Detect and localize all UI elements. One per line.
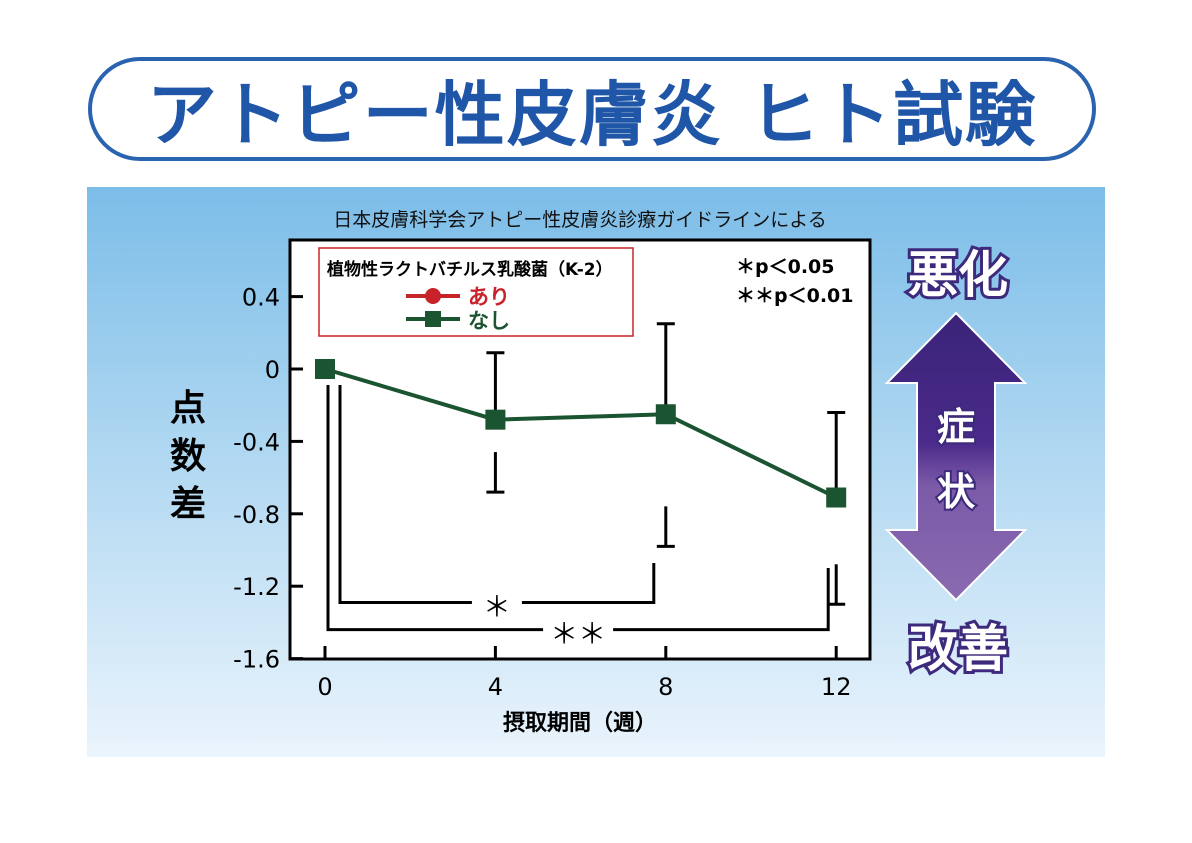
page-title: アトピー性皮膚炎 ヒト試験 [146, 73, 1038, 156]
title-banner: アトピー性皮膚炎 ヒト試験 [88, 57, 1096, 161]
y-tick-label: -1.2 [233, 573, 280, 601]
significance-label: ＊ [483, 590, 511, 623]
legend-marker-square [425, 311, 441, 327]
data-point [485, 409, 506, 430]
y-tick-label: -1.6 [233, 646, 280, 674]
bracket-gap [543, 617, 614, 642]
x-tick-label: 0 [317, 673, 332, 701]
x-tick-label: 8 [658, 673, 673, 701]
y-tick-label: -0.4 [233, 428, 280, 456]
legend-title: 植物性ラクトバチルス乳酸菌（K-2） [327, 259, 613, 280]
annotation: ＊＊p＜0.01 [736, 285, 853, 307]
annotation: ＊p＜0.05 [736, 256, 834, 278]
significance-label: ＊＊ [550, 618, 606, 651]
series-line [324, 367, 838, 500]
symptom-label-char: 症 [937, 405, 975, 449]
y-label-char: 差 [170, 484, 206, 525]
data-point [826, 487, 847, 508]
legend-marker-circle [425, 288, 441, 304]
y-tick-label: 0 [265, 356, 280, 384]
data-point [315, 359, 335, 379]
y-tick-label: -0.8 [233, 501, 280, 529]
better-label: 改善 [908, 620, 1008, 678]
x-axis-label: 摂取期間（週） [503, 710, 657, 736]
worse-label: 悪化 [908, 246, 1008, 304]
bracket-gap [471, 590, 522, 615]
legend-label: あり [468, 285, 510, 309]
y-label-char: 数 [170, 436, 206, 477]
symptom-label-char: 状 [937, 470, 976, 514]
legend: 植物性ラクトバチルス乳酸菌（K-2） あり なし [318, 247, 634, 337]
y-axis-label: 点 数 差 [170, 388, 206, 525]
x-tick-label: 4 [488, 673, 503, 701]
data-point [655, 404, 676, 425]
x-tick-label: 12 [821, 673, 852, 701]
legend-label: なし [468, 309, 510, 333]
chart-title: 日本皮膚科学会アトピー性皮膚炎診療ガイドラインによる [333, 209, 826, 231]
y-tick-label: 0.4 [242, 284, 280, 312]
y-label-char: 点 [170, 388, 206, 429]
symptom-arrow [884, 311, 1028, 602]
